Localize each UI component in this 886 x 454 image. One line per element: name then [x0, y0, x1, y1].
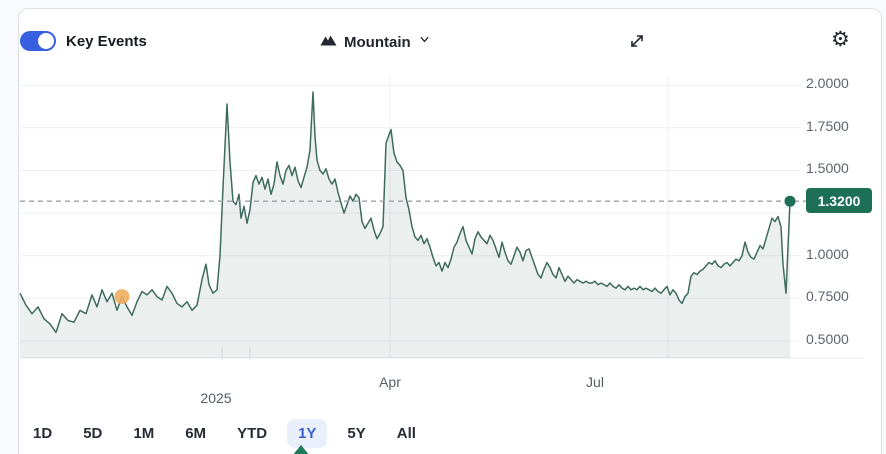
chart-card [18, 8, 882, 454]
range-button-1m[interactable]: 1M [122, 419, 165, 448]
y-axis-label: 0.5000 [806, 330, 849, 347]
chevron-down-icon [418, 33, 431, 51]
key-event-marker[interactable] [114, 289, 130, 305]
range-button-6m[interactable]: 6M [174, 419, 217, 448]
price-area [20, 92, 790, 358]
range-button-1d[interactable]: 1D [22, 419, 63, 448]
x-axis-label: 2025 [200, 390, 232, 406]
y-axis-label: 1.0000 [806, 245, 849, 262]
time-range-bar: 1D 5D 1M 6M YTD 1Y 5Y All [22, 419, 427, 448]
y-axis-label: 2.0000 [806, 75, 849, 92]
price-line [19, 91, 791, 334]
y-axis-label: 1.5000 [806, 160, 849, 177]
settings-button[interactable]: ⚙ [831, 29, 850, 50]
range-button-1y[interactable]: 1Y [287, 419, 328, 448]
range-button-ytd[interactable]: YTD [226, 419, 278, 448]
key-events-toggle[interactable] [20, 31, 56, 51]
x-axis-label: Apr [379, 374, 401, 390]
gear-icon: ⚙ [831, 27, 850, 51]
expand-icon [627, 35, 647, 54]
y-axis-label: 0.7500 [806, 288, 849, 305]
chart-type-dropdown[interactable]: Mountain [320, 30, 431, 54]
range-button-5d[interactable]: 5D [72, 419, 113, 448]
price-chart-svg[interactable] [0, 70, 886, 372]
range-button-5y[interactable]: 5Y [336, 419, 376, 448]
range-button-all[interactable]: All [386, 419, 427, 448]
range-selected-marker [292, 445, 310, 454]
last-price-dot [784, 195, 796, 207]
last-price-badge: 1.3200 [806, 188, 872, 214]
y-axis-label: 1.7500 [806, 117, 849, 134]
x-axis-label: Jul [586, 374, 604, 390]
key-events-label: Key Events [66, 33, 147, 50]
mountain-icon [320, 32, 337, 52]
toggle-knob [38, 33, 54, 49]
expand-button[interactable] [627, 31, 647, 51]
chart-type-label: Mountain [344, 33, 411, 51]
